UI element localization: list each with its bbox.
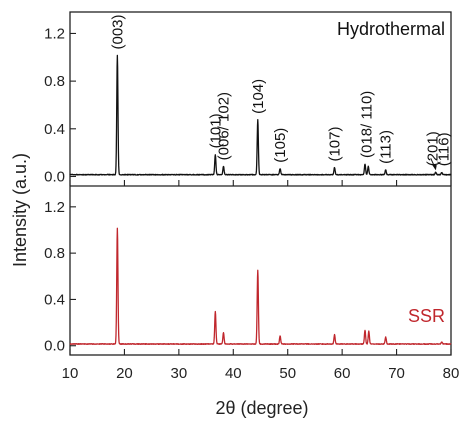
series-line-hydrothermal [69, 54, 452, 176]
peak-pointer-arrowhead [431, 164, 437, 171]
peak-label: (006/ 102) [215, 92, 232, 160]
y-tick-label: 0.8 [44, 73, 65, 90]
plot-frame [69, 11, 452, 356]
x-tick-label: 30 [171, 365, 188, 382]
x-tick-label: 10 [62, 365, 79, 382]
tick-layer: 10 20 30 40 50 60 70 80 0.0 0.4 0.8 1.2 0.0 0.4 0.8 1.2 [44, 25, 459, 382]
y-tick-label: 1.2 [44, 25, 65, 42]
label-layer: (003) (101)(006/ 102) (104) (105) (107) (018/… [109, 14, 452, 171]
x-tick-label: 50 [279, 365, 296, 382]
y-tick-label: 0.4 [44, 121, 65, 138]
peak-label: (116) [435, 132, 452, 166]
peak-label: (201) [424, 131, 441, 166]
y-axis-title: Intensity (a.u.) [10, 153, 30, 267]
series-layer [69, 54, 452, 346]
peak-label: (104) [250, 79, 267, 114]
panel-label-ssr: SSR [408, 306, 445, 326]
peak-label: (101) [207, 113, 224, 148]
peak-label: (018/ 110) [359, 91, 376, 158]
series-line-ssr [69, 227, 452, 346]
x-tick-label: 20 [116, 365, 133, 382]
peak-label: (107) [327, 126, 344, 161]
x-tick-label: 40 [225, 365, 242, 382]
frame-layer [69, 11, 452, 356]
y-tick-label: 0.8 [44, 245, 65, 262]
x-tick-label: 80 [443, 365, 460, 382]
y-tick-label: 0.0 [44, 168, 65, 185]
y-tick-label: 1.2 [44, 199, 65, 216]
x-axis-title: 2θ (degree) [215, 398, 308, 418]
peak-label: (105) [272, 128, 289, 163]
peak-label: (003) [109, 14, 126, 49]
y-tick-label: 0.0 [44, 338, 65, 355]
x-tick-label: 60 [334, 365, 351, 382]
y-tick-label: 0.4 [44, 291, 65, 308]
panel-label-hydrothermal: Hydrothermal [337, 19, 445, 39]
x-tick-label: 70 [388, 365, 405, 382]
peak-label: (113) [378, 130, 395, 164]
